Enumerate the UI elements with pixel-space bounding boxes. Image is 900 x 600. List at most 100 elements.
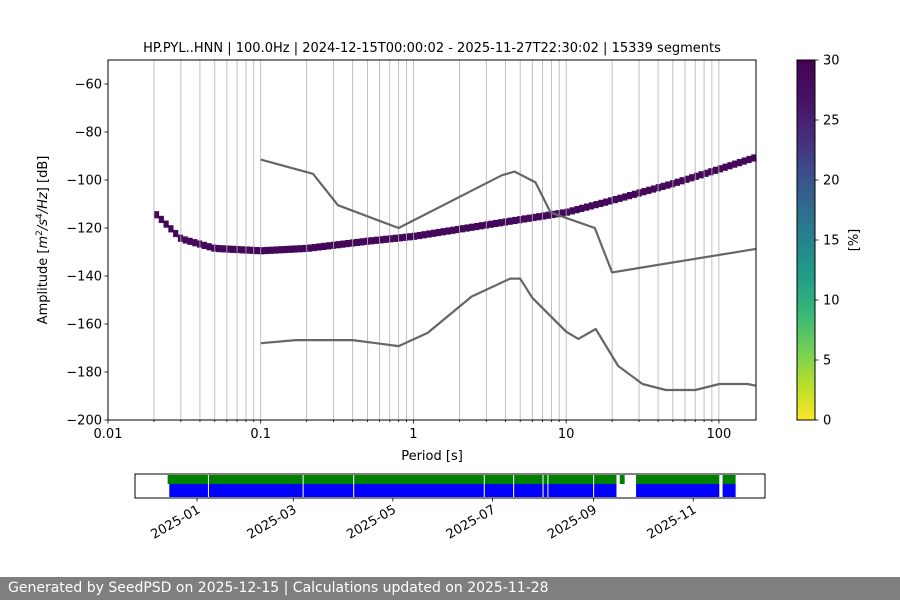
density-mode-cell xyxy=(560,209,566,217)
timeline-upper-segment xyxy=(722,475,736,484)
footer-updated-prefix: Calculations updated on xyxy=(292,580,463,596)
density-mode-cell xyxy=(282,245,289,254)
density-mode-cell xyxy=(593,201,599,209)
density-mode-cell xyxy=(206,243,212,251)
density-mode-cell xyxy=(497,219,504,227)
noise-model-low xyxy=(260,277,756,392)
density-mode-cell xyxy=(746,155,752,164)
timeline-tick-label: 2025-09 xyxy=(545,502,600,542)
density-mode-cell xyxy=(431,229,437,237)
density-mode-cell xyxy=(722,163,728,171)
density-mode-cell xyxy=(297,245,303,253)
density-mode-cell xyxy=(411,232,418,240)
density-mode-cell xyxy=(751,154,756,162)
density-mode-cell xyxy=(660,182,666,190)
density-mode-cell xyxy=(354,238,360,247)
colorbar-label: [%] xyxy=(847,229,862,252)
density-mode-cell xyxy=(426,230,432,238)
timeline-upper-segment xyxy=(167,475,617,484)
colorbar xyxy=(796,59,816,421)
density-mode-cell xyxy=(579,204,585,212)
density-mode-cell xyxy=(454,225,461,234)
density-mode-cell xyxy=(684,175,690,183)
density-mode-cell xyxy=(713,166,719,174)
density-mode-cell xyxy=(626,192,633,200)
density-mode-cell xyxy=(517,216,523,224)
density-mode-cell xyxy=(588,202,594,210)
timeline-axis: 2025-01 2025-03 2025-05 2025-07 2025-09 2025-… xyxy=(148,498,699,543)
density-mode-cell xyxy=(732,160,738,168)
density-mode-cell xyxy=(421,231,427,239)
colorbar-tick-label: 10 xyxy=(823,294,840,309)
footer-generated-date: 2025-12-15 xyxy=(197,580,280,596)
density-mode-cell xyxy=(325,242,332,250)
y-axis-label: Amplitude [m2/s4/Hz] [dB] xyxy=(35,156,51,325)
density-mode-cell xyxy=(708,168,714,176)
density-mode-cell xyxy=(603,198,609,206)
density-mode-cell xyxy=(211,244,217,252)
density-mode-cell xyxy=(278,246,284,254)
density-mode-cell xyxy=(474,222,480,231)
timeline-lower-segment xyxy=(636,484,720,497)
timeline-lower-segment xyxy=(169,484,617,497)
density-mode-cell xyxy=(259,247,265,255)
y-tick-label: −200 xyxy=(66,414,102,429)
density-mode-cell xyxy=(478,222,485,230)
density-mode-cell xyxy=(158,215,164,224)
density-mode-cell xyxy=(335,241,341,249)
chart-title: HP.PYL..HNN | 100.0Hz | 2024-12-15T00:00… xyxy=(143,41,721,56)
density-mode-cell xyxy=(416,231,422,240)
plot-frame xyxy=(107,59,757,421)
density-mode-cell xyxy=(583,203,590,211)
colorbar-tick-label: 0 xyxy=(823,414,831,429)
density-mode-cell xyxy=(631,190,637,198)
density-mode-cell xyxy=(388,235,394,243)
density-mode-cell xyxy=(402,233,408,241)
density-mode-cell xyxy=(340,240,346,248)
timeline-lower-segment xyxy=(722,484,736,497)
density-mode-cell xyxy=(397,234,403,242)
density-mode-cell xyxy=(736,159,743,167)
density-mode-cell xyxy=(345,239,351,248)
timeline-tick-label: 2025-03 xyxy=(245,502,300,542)
density-mode-cell xyxy=(187,237,193,245)
density-mode-cell xyxy=(674,178,680,186)
footer-updated-date: 2025-11-28 xyxy=(467,580,549,596)
y-tick-label: −140 xyxy=(66,270,102,285)
density-mode-cell xyxy=(153,211,160,219)
timeline-tick-label: 2025-05 xyxy=(344,502,399,542)
density-mode-cell xyxy=(302,244,308,253)
timeline-upper-segment xyxy=(636,475,720,484)
density-mode-cell xyxy=(378,236,384,244)
psd-density-heatmap xyxy=(153,154,756,255)
density-mode-cell xyxy=(607,197,614,205)
density-mode-cell xyxy=(703,169,709,177)
y-tick-label: −120 xyxy=(66,222,102,237)
density-mode-cell xyxy=(306,244,313,252)
density-mode-cell xyxy=(536,213,542,221)
density-mode-cell xyxy=(254,246,260,255)
density-mode-cell xyxy=(177,234,184,242)
figure: HP.PYL..HNN | 100.0Hz | 2024-12-15T00:00… xyxy=(35,41,862,543)
density-mode-cell xyxy=(383,235,389,243)
timeline-tick-label: 2025-01 xyxy=(148,502,203,542)
density-mode-cell xyxy=(173,229,179,238)
x-tick-label: 0.1 xyxy=(250,427,271,442)
y-axis: −200 −180 −160 −140 −120 −100 −80 −60 xyxy=(66,78,108,429)
x-tick-label: 0.01 xyxy=(94,427,123,442)
y-tick-label: −80 xyxy=(75,126,102,141)
density-mode-cell xyxy=(574,206,580,214)
x-axis-label: Period [s] xyxy=(401,449,463,464)
density-mode-cell xyxy=(311,243,317,252)
x-tick-label: 100 xyxy=(706,427,731,442)
density-mode-cell xyxy=(641,188,647,196)
colorbar-tick-label: 15 xyxy=(823,234,840,249)
y-tick-label: −180 xyxy=(66,366,102,381)
density-mode-cell xyxy=(163,220,169,228)
density-mode-cell xyxy=(239,246,246,254)
availability-timeline xyxy=(167,475,736,497)
density-mode-cell xyxy=(646,186,652,194)
density-mode-cell xyxy=(182,236,188,244)
grid-lines xyxy=(108,60,720,420)
density-mode-cell xyxy=(564,208,571,216)
